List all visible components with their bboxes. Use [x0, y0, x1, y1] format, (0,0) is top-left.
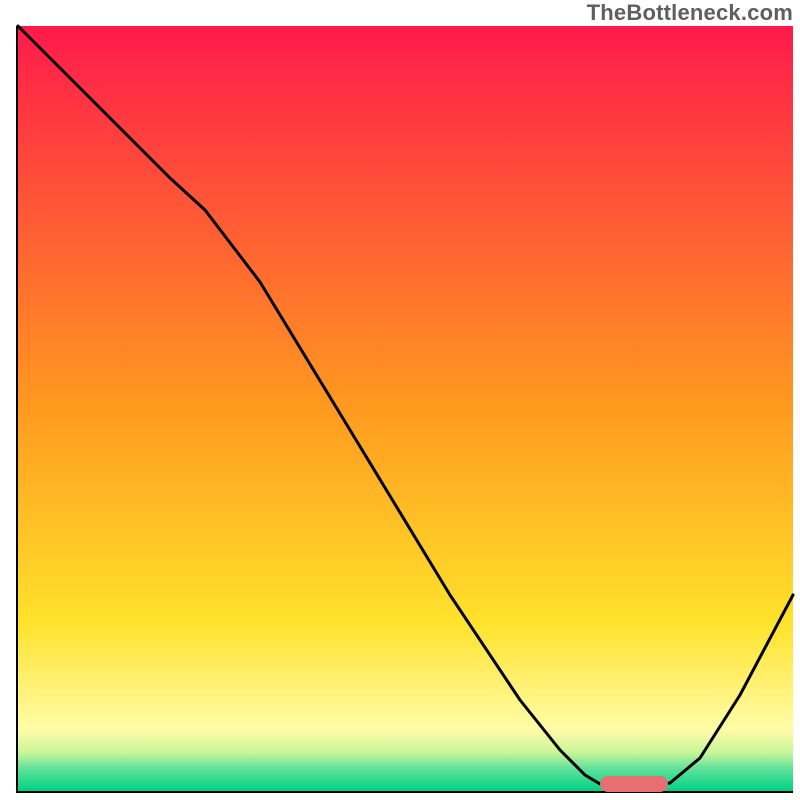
axis-bottom: [16, 791, 793, 793]
chart-gradient-area: [18, 26, 793, 791]
watermark-text: TheBottleneck.com: [587, 0, 793, 26]
axis-left: [16, 26, 18, 793]
